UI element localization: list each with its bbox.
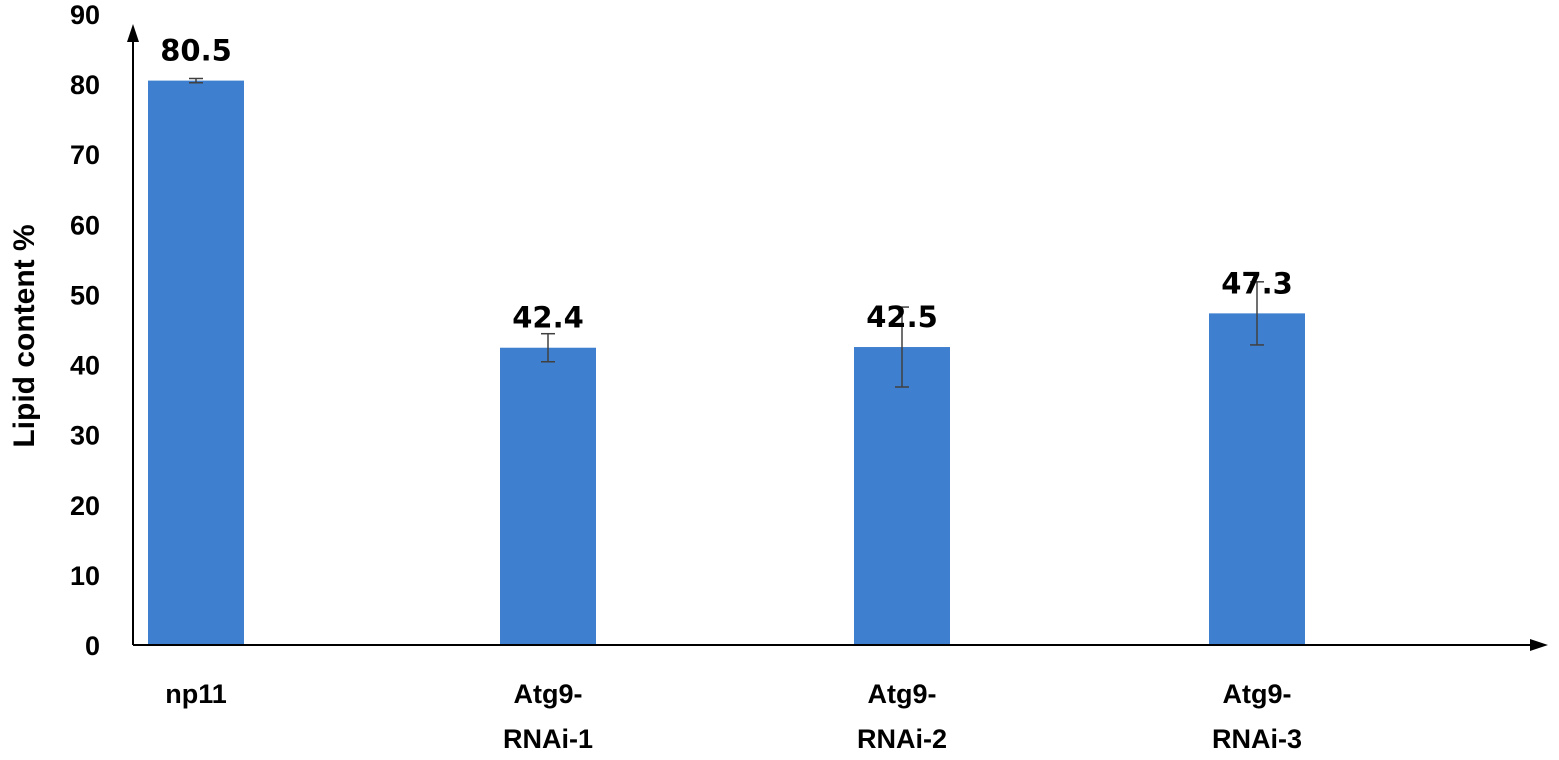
y-tick-label: 90 [70,0,100,30]
y-tick-label: 30 [70,421,100,451]
data-label: 42.5 [866,300,938,334]
data-label: 47.3 [1221,266,1293,300]
data-label: 42.4 [512,301,584,335]
y-axis-title: Lipid content % [8,224,41,447]
x-tick-label: Atg9- [1223,679,1292,709]
y-tick-label: 40 [70,351,100,381]
x-tick-label: RNAi-3 [1212,724,1302,754]
bar [500,347,596,645]
y-axis-arrow [127,24,139,42]
y-tick-label: 50 [70,280,100,310]
y-tick-label: 60 [70,210,100,240]
error-bar [895,306,909,388]
data-label: 80.5 [160,34,232,68]
x-axis-arrow [1530,639,1548,651]
error-bar [541,332,555,363]
y-tick-label: 80 [70,70,100,100]
y-tick-label: 20 [70,491,100,521]
y-tick-label: 0 [85,631,100,661]
x-tick-label: RNAi-1 [503,724,593,754]
bar [148,80,244,646]
y-tick-label: 70 [70,140,100,170]
x-tick-label: Atg9- [514,679,583,709]
x-tick-label: RNAi-2 [857,724,947,754]
x-tick-label: np11 [165,679,227,709]
error-bar [189,77,203,84]
x-tick-label: Atg9- [868,679,937,709]
bar [854,347,950,645]
error-bar [1250,281,1264,346]
bar [1209,313,1305,645]
y-tick-label: 10 [70,561,100,591]
